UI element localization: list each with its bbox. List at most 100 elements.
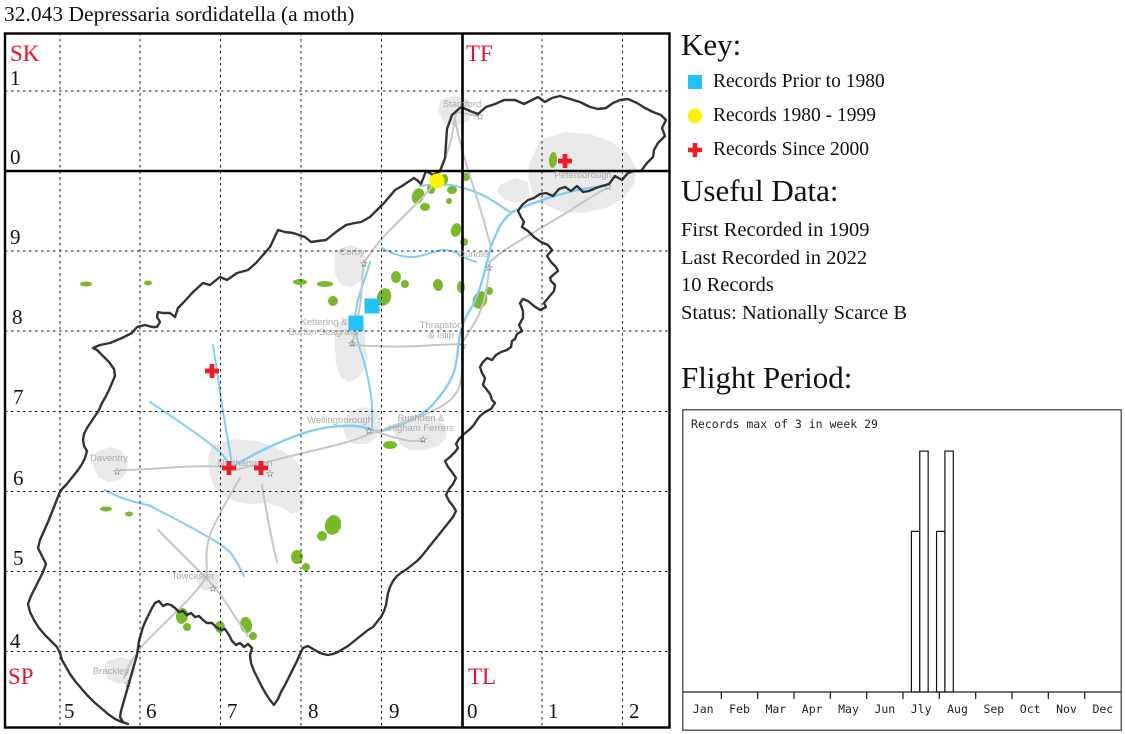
road-a5 bbox=[157, 529, 249, 637]
town-star-towcester: ☆ bbox=[209, 584, 218, 595]
town-label-rushden: Higham Ferrers bbox=[388, 423, 454, 434]
river-ise bbox=[354, 261, 374, 431]
town-label-kettering: Burton Seagrave bbox=[288, 327, 359, 338]
town-label-kettering: Kettering & bbox=[301, 317, 349, 328]
page-title: 32.043 Depressaria sordidatella (a moth) bbox=[4, 2, 355, 26]
useful-data-heading: Useful Data: bbox=[681, 173, 839, 208]
road-stamford-west bbox=[455, 111, 479, 117]
urban-corby bbox=[334, 245, 366, 287]
col-label-2: 2 bbox=[629, 699, 640, 723]
town-star-wellingborough: ☆ bbox=[365, 426, 374, 437]
urban-kettering bbox=[335, 317, 368, 382]
town-label-thrapston: & Islip bbox=[428, 330, 454, 341]
row-label-4: 4 bbox=[10, 629, 21, 653]
town-label-wellingborough: Wellingborough bbox=[307, 415, 373, 426]
town-label-daventry: Daventry bbox=[90, 453, 128, 464]
road-a605 bbox=[463, 188, 606, 341]
useful-data-panel: Useful Data: First Recorded in 1909 Last … bbox=[681, 174, 907, 327]
key-symbol-square bbox=[688, 75, 702, 89]
county-boundary bbox=[26, 94, 668, 726]
month-label-Mar: Mar bbox=[765, 702, 786, 716]
town-star-stamford: ☆ bbox=[476, 112, 485, 123]
row-label-9: 9 bbox=[10, 225, 21, 249]
river-tove bbox=[147, 504, 245, 577]
marker-since2000-cross bbox=[254, 461, 268, 475]
useful-data-line: First Recorded in 1909 bbox=[681, 219, 870, 241]
marker-since2000-cross bbox=[222, 461, 236, 475]
key-item: Records 1980 - 1999 bbox=[681, 105, 885, 127]
key-panel: Key: Records Prior to 1980 Records 1980 -… bbox=[681, 28, 885, 173]
col-label-1: 1 bbox=[548, 699, 559, 723]
town-label-stamford: Stamford bbox=[443, 99, 482, 110]
urban-northampton bbox=[208, 439, 305, 514]
row-label-1: 1 bbox=[10, 66, 21, 90]
flight-period-heading: Flight Period: bbox=[681, 360, 853, 395]
grid-letter-TF: TF bbox=[466, 41, 493, 66]
month-label-Dec: Dec bbox=[1092, 702, 1113, 716]
key-item-label: Records Since 2000 bbox=[713, 139, 869, 160]
marker-pre1980-square bbox=[364, 298, 380, 314]
marker-pre1980-square bbox=[348, 315, 364, 331]
town-star-daventry: ☆ bbox=[113, 467, 122, 478]
chart-border bbox=[682, 409, 1122, 731]
town-star-oundle: ☆ bbox=[485, 263, 494, 274]
useful-data-lines: First Recorded in 1909 Last Recorded in 2… bbox=[681, 217, 907, 327]
useful-data-line: Last Recorded in 2022 bbox=[681, 246, 868, 269]
col-label-7: 7 bbox=[227, 699, 238, 723]
town-star-brackley: ☆ bbox=[124, 679, 133, 690]
row-label-0: 0 bbox=[10, 145, 21, 169]
willow-brook bbox=[381, 247, 477, 263]
urban-peterborough-west bbox=[497, 178, 530, 203]
town-star-thrapston: ☆ bbox=[459, 341, 468, 352]
col-label-6: 6 bbox=[146, 699, 157, 723]
month-label-Nov: Nov bbox=[1056, 702, 1077, 716]
key-item: Records Prior to 1980 bbox=[681, 71, 885, 93]
road-a508 bbox=[261, 484, 278, 563]
month-label-Jan: Jan bbox=[693, 702, 714, 716]
flight-period-chart: Records max of 3 in week 29 Jan Feb Mar Apr… bbox=[682, 409, 1122, 731]
grid-letter-TL: TL bbox=[468, 664, 496, 689]
month-label-Jun: Jun bbox=[874, 702, 895, 716]
town-star-kettering: ☆ bbox=[348, 339, 357, 350]
key-items: Records Prior to 1980 Records 1980 - 1999… bbox=[681, 71, 885, 161]
river-brampton-branch bbox=[212, 344, 233, 466]
month-label-Sep: Sep bbox=[983, 702, 1004, 716]
row-label-7: 7 bbox=[13, 385, 24, 409]
month-label-May: May bbox=[838, 702, 859, 716]
road-a1 bbox=[454, 119, 493, 253]
col-label-5: 5 bbox=[64, 699, 75, 723]
marker-1980-1999-circle bbox=[429, 173, 445, 189]
road-wellingborough-rushden bbox=[371, 429, 425, 442]
town-star-peterborough: ☆ bbox=[604, 182, 613, 193]
grid-lines-solid bbox=[5, 33, 670, 728]
grid-letter-SK: SK bbox=[10, 41, 40, 66]
roads bbox=[119, 111, 606, 679]
town-label-northampton: Northampton bbox=[218, 458, 273, 469]
month-label-Aug: Aug bbox=[947, 702, 968, 716]
urban-brackley bbox=[104, 657, 136, 684]
col-label-0: 0 bbox=[467, 699, 478, 723]
useful-data-line: Status: Nationally Scarce B bbox=[681, 301, 908, 324]
useful-data-line: 10 Records bbox=[681, 274, 774, 297]
river-nene bbox=[230, 184, 607, 469]
road-a43-south bbox=[123, 477, 241, 679]
flight-bar-week-29 bbox=[919, 450, 929, 693]
month-label-Apr: Apr bbox=[802, 702, 823, 716]
grid-lines-dashed bbox=[5, 33, 670, 728]
town-label-towcester: Towcester bbox=[172, 571, 215, 582]
town-label-peterborough: Peterborough bbox=[554, 170, 612, 181]
key-symbol-cross bbox=[688, 143, 702, 157]
flight-bar-week-28 bbox=[910, 530, 921, 693]
flight-bar-week-32 bbox=[944, 450, 954, 693]
urban-daventry bbox=[93, 447, 128, 482]
marker-since2000-cross bbox=[205, 364, 219, 378]
road-daventry-northampton bbox=[119, 465, 229, 471]
sw-stream bbox=[104, 489, 153, 507]
key-item: Records Since 2000 bbox=[681, 139, 885, 161]
month-label-Feb: Feb bbox=[729, 702, 750, 716]
col-label-8: 8 bbox=[308, 699, 319, 723]
key-symbol-circle bbox=[687, 108, 703, 124]
town-star-northampton: ☆ bbox=[266, 469, 275, 480]
chart-title: Records max of 3 in week 29 bbox=[691, 417, 878, 431]
